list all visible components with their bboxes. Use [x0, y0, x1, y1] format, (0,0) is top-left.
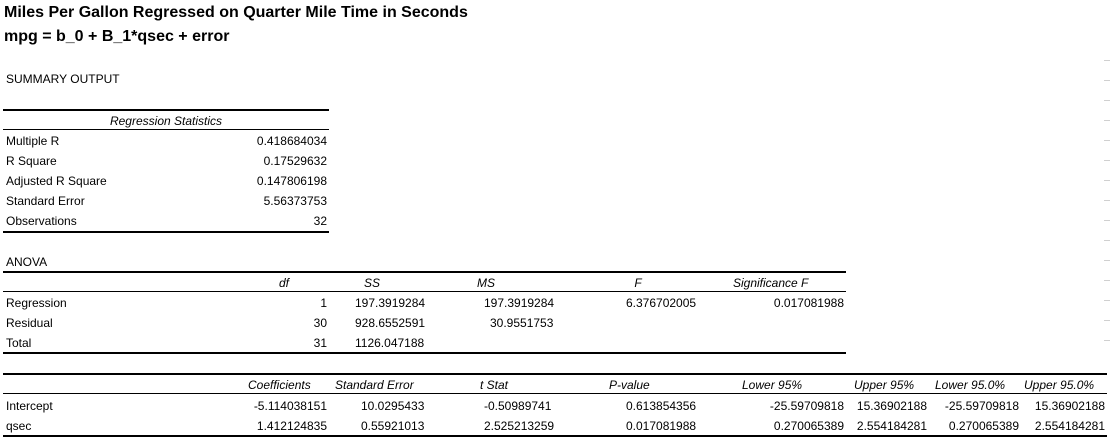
gridline-tick — [1104, 320, 1110, 321]
coef-lower-95-0: -25.59709818 — [944, 399, 1019, 413]
regstats-label: Observations — [6, 214, 77, 228]
gridline-tick — [1104, 60, 1110, 61]
anova-ss: 1126.047188 — [355, 336, 425, 350]
coef-std-error: 0.55921013 — [361, 419, 425, 433]
gridline-tick — [1104, 300, 1110, 301]
anova-ms: 197.3919284 — [484, 296, 555, 310]
gridline-tick — [1104, 160, 1110, 161]
coef-upper-95: 15.36902188 — [856, 399, 927, 413]
coef-header-t-stat: t Stat — [480, 378, 509, 392]
anova-row-label: Regression — [6, 296, 67, 310]
coef-bottom-border — [3, 435, 1107, 437]
anova-f: 6.376702005 — [626, 296, 697, 310]
gridline-tick — [1104, 120, 1110, 121]
gridline-tick — [1104, 200, 1110, 201]
anova-header-f: F — [634, 276, 642, 290]
coef-upper-95-0: 15.36902188 — [1034, 399, 1105, 413]
gridline-tick — [1104, 280, 1110, 281]
coef-lower-95-0: 0.270065389 — [948, 419, 1019, 433]
anova-header-ms: MS — [477, 276, 495, 290]
coef-header-lower-95-0: Lower 95.0% — [935, 378, 1006, 392]
regstats-value: 32 — [313, 214, 327, 228]
coef-row-label: Intercept — [6, 399, 53, 413]
anova-sig: 0.017081988 — [773, 296, 844, 310]
gridline-tick — [1104, 260, 1110, 261]
regstats-label: Standard Error — [6, 194, 85, 208]
coef-header-p-value: P-value — [609, 378, 650, 392]
anova-row-label: Residual — [6, 316, 53, 330]
anova-header-border — [3, 291, 846, 292]
coef-upper-95-0: 2.554184281 — [1034, 419, 1105, 433]
coef-header-lower-95: Lower 95% — [742, 378, 803, 392]
coef-header-coefficients: Coefficients — [248, 378, 311, 392]
coef-p-value: 0.613854356 — [626, 399, 697, 413]
coef-row-label: qsec — [6, 419, 32, 433]
gridline-tick — [1104, 180, 1110, 181]
coef-header-std-error: Standard Error — [335, 378, 414, 392]
coef-header-upper-95: Upper 95% — [854, 378, 915, 392]
anova-top-border — [3, 271, 846, 273]
regstats-label: Adjusted R Square — [6, 174, 107, 188]
regstats-label: R Square — [6, 154, 57, 168]
coef-lower-95: 0.270065389 — [773, 419, 844, 433]
coef-value: 1.412124835 — [256, 419, 327, 433]
summary-output-label: SUMMARY OUTPUT — [6, 72, 120, 86]
coef-t-stat: -0.50989741 — [484, 399, 552, 413]
anova-ss: 928.6552591 — [355, 316, 426, 330]
coef-std-error: 10.0295433 — [361, 399, 425, 413]
page-title: Miles Per Gallon Regressed on Quarter Mi… — [4, 4, 468, 21]
gridline-tick — [1104, 220, 1110, 221]
anova-bottom-border — [3, 352, 846, 354]
anova-df: 31 — [313, 336, 327, 350]
regstats-heading: Regression Statistics — [109, 114, 223, 128]
regstats-value: 0.17529632 — [263, 154, 327, 168]
coef-header-upper-95-0: Upper 95.0% — [1024, 378, 1095, 392]
coef-t-stat: 2.525213259 — [484, 419, 555, 433]
anova-row-label: Total — [6, 336, 32, 350]
regstats-value: 0.147806198 — [256, 174, 327, 188]
coef-lower-95: -25.59709818 — [769, 399, 844, 413]
regstats-value: 5.56373753 — [263, 194, 327, 208]
anova-header-ss: SS — [363, 276, 380, 290]
gridline-tick — [1104, 140, 1110, 141]
regstats-bottom-border — [3, 231, 329, 233]
coef-p-value: 0.017081988 — [626, 419, 697, 433]
gridline-tick — [1104, 340, 1110, 341]
anova-df: 30 — [313, 316, 327, 330]
gridline-tick — [1104, 80, 1110, 81]
gridline-tick — [1104, 240, 1110, 241]
coef-upper-95: 2.554184281 — [856, 419, 927, 433]
coef-top-border — [3, 373, 1107, 375]
anova-header-df: df — [278, 276, 289, 290]
anova-header-sig: Significance F — [733, 276, 809, 290]
coef-header-border — [3, 393, 1107, 394]
regstats-label: Multiple R — [6, 134, 60, 148]
regstats-value: 0.418684034 — [256, 134, 327, 148]
anova-ss: 197.3919284 — [355, 296, 426, 310]
anova-ms: 30.9551753 — [490, 316, 554, 330]
coef-value: -5.114038151 — [253, 399, 327, 413]
anova-label: ANOVA — [6, 255, 48, 269]
regstats-heading-border — [3, 129, 329, 130]
regstats-top-border — [3, 109, 329, 111]
anova-df: 1 — [320, 296, 327, 310]
gridline-tick — [1104, 100, 1110, 101]
model-formula: mpg = b_0 + B_1*qsec + error — [4, 28, 230, 45]
